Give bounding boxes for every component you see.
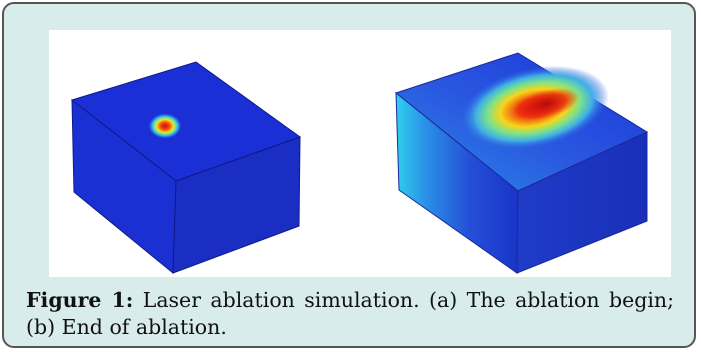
panel-b-block <box>394 52 649 274</box>
figure-label: Figure 1: <box>26 288 134 312</box>
figure-caption: Figure 1: Laser ablation simulation. (a)… <box>26 287 674 341</box>
figure-image <box>49 30 671 277</box>
simulation-illustration <box>70 52 649 275</box>
panel-a-block <box>70 61 302 275</box>
figure-caption-text: Laser ablation simulation. (a) The ablat… <box>26 288 674 339</box>
ablation-core <box>512 88 580 120</box>
figure-frame: Figure 1: Laser ablation simulation. (a)… <box>2 2 696 348</box>
ablation-hot-spot <box>148 113 182 139</box>
